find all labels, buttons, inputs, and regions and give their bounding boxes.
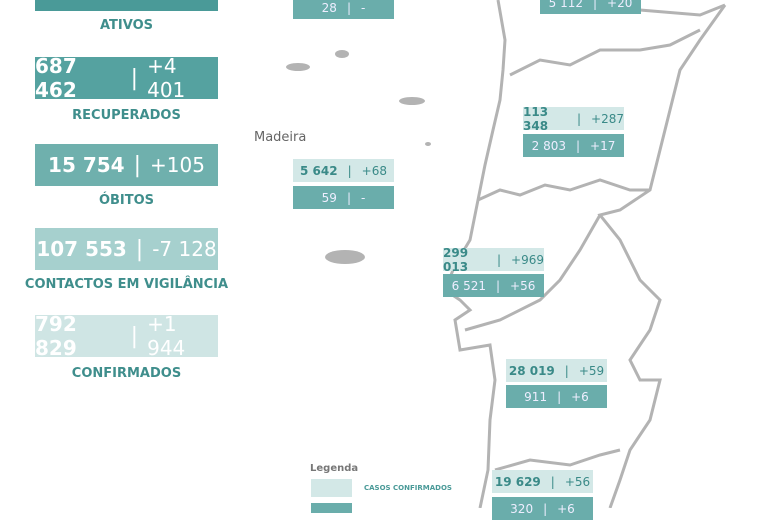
- region-lvt-cases: 299 013 | +969: [443, 245, 544, 274]
- region-acores-deaths: 28 | -: [293, 0, 394, 19]
- region-border-lvt: [464, 214, 602, 332]
- island: [286, 63, 310, 71]
- stat-confirmados: 792 829 | +1 944: [35, 312, 218, 360]
- label-recuperados: RECUPERADOS: [72, 108, 181, 123]
- region-centro-cases: 113 348 | +287: [523, 104, 624, 133]
- label-confirmados: CONFIRMADOS: [71, 366, 182, 381]
- region-alentejo-cases: 28 019 | +59: [506, 359, 607, 382]
- legend-swatch-confirmed: [311, 479, 352, 497]
- region-madeira-deaths: 59 | -: [293, 186, 394, 209]
- label-contactos: CONTACTOS EM VIGILÂNCIA: [24, 277, 229, 292]
- spain-border: [597, 0, 727, 508]
- region-algarve-deaths: 320 | +6: [492, 497, 593, 520]
- island: [399, 97, 425, 105]
- legend-label-confirmed: CASOS CONFIRMADOS: [364, 484, 452, 492]
- legend-swatch-deaths: [311, 503, 352, 513]
- stat-recuperados: 687 462 | +4 401: [35, 54, 218, 102]
- island: [335, 50, 349, 58]
- label-ativos: ATIVOS: [99, 18, 153, 33]
- region-lvt-deaths: 6 521 | +56: [443, 274, 544, 297]
- stat-obitos: 15 754 | +105: [35, 144, 218, 186]
- region-border-norte: [509, 28, 701, 77]
- island-madeira: [325, 250, 365, 264]
- legend-title: Legenda: [310, 463, 359, 474]
- region-border-algarve: [494, 448, 621, 472]
- madeira-label: Madeira: [254, 130, 307, 145]
- region-norte-deaths: 5 112 | +20: [540, 0, 641, 14]
- island: [425, 142, 431, 146]
- label-obitos: ÓBITOS: [98, 193, 155, 208]
- region-centro-deaths: 2 803 | +17: [523, 134, 624, 157]
- stat-ativos: [35, 0, 218, 11]
- region-madeira-cases: 5 642 | +68: [293, 159, 394, 182]
- region-alentejo-deaths: 911 | +6: [506, 385, 607, 408]
- region-algarve-cases: 19 629 | +56: [492, 470, 593, 493]
- region-border-centro: [477, 178, 650, 202]
- stat-contactos: 107 553 | -7 128: [35, 228, 218, 270]
